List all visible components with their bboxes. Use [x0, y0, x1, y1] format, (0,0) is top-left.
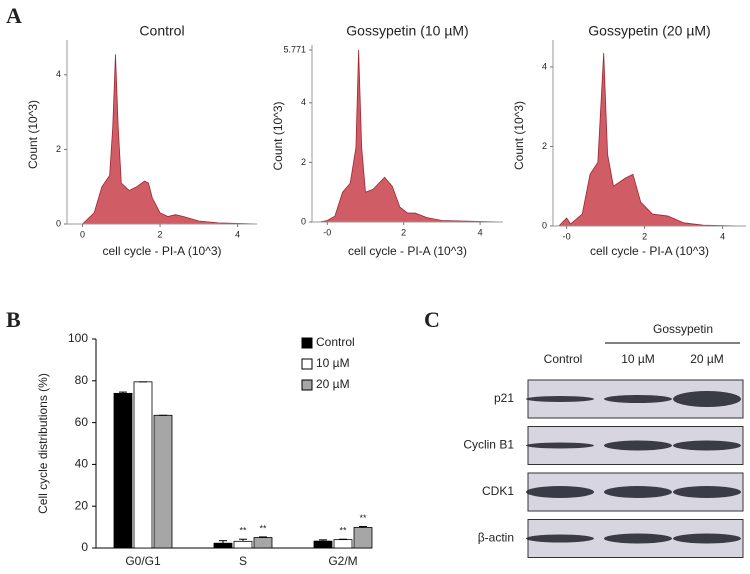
- y-tick-label: 2: [56, 144, 61, 154]
- bar: [253, 537, 273, 549]
- x-tick-label: 0: [80, 229, 85, 239]
- band: [673, 533, 741, 544]
- bar: [113, 392, 133, 549]
- y-axis-label: Count (10^3): [26, 100, 40, 169]
- y-tick-label: 20: [75, 498, 89, 512]
- chart-title: Control: [139, 23, 184, 39]
- bar: [353, 527, 373, 549]
- row-label: CDK1: [482, 484, 514, 498]
- y-axis-label: Cell cycle distributions (%): [36, 373, 50, 514]
- y-tick-label: 0: [81, 540, 88, 554]
- legend-label: 10 µM: [316, 356, 350, 370]
- legend-swatch: [301, 379, 313, 391]
- x-axis-label: cell cycle - PI-A (10^3): [103, 244, 222, 258]
- band: [673, 440, 741, 451]
- legend-label: 20 µM: [316, 377, 350, 391]
- significance: **: [339, 526, 347, 536]
- x-axis-label: cell cycle - PI-A (10^3): [348, 244, 467, 258]
- x-tick-label: 4: [235, 229, 240, 239]
- significance: **: [239, 526, 247, 536]
- y-axis-label: Count (10^3): [512, 101, 526, 170]
- row-label: p21: [494, 391, 514, 405]
- group-label: Gossypetin: [653, 322, 713, 336]
- histogram-area: [557, 52, 743, 227]
- bar: [133, 381, 153, 549]
- x-tick-label: -0: [563, 231, 571, 241]
- bar: [233, 540, 253, 549]
- chart-title: Gossypetin (10 µM): [346, 23, 468, 39]
- band: [673, 391, 741, 407]
- x-tick-label: 4: [478, 227, 483, 237]
- band: [526, 442, 594, 449]
- lane-label: 20 µM: [690, 352, 724, 366]
- x-tick-label: G2/M: [328, 554, 357, 568]
- y-tick-label: 4: [56, 69, 61, 79]
- row-label: β-actin: [478, 531, 514, 545]
- lane-label: Control: [544, 352, 583, 366]
- y-tick-label: 60: [75, 415, 89, 429]
- histogram-area: [319, 49, 504, 223]
- significance: **: [259, 523, 267, 533]
- band: [526, 486, 594, 498]
- lane-label: 10 µM: [621, 352, 655, 366]
- band: [673, 486, 741, 498]
- y-tick-label: 100: [68, 331, 88, 345]
- x-tick-label: G0/G1: [125, 554, 161, 568]
- y-tick-label: 4: [301, 97, 306, 107]
- bar: [333, 539, 353, 549]
- y-tick-label: 0: [542, 220, 547, 230]
- panel-label: B: [6, 307, 21, 332]
- x-axis-label: cell cycle - PI-A (10^3): [590, 244, 709, 258]
- legend-label: Control: [316, 335, 355, 349]
- band: [526, 396, 594, 402]
- y-tick-label: 4: [542, 61, 547, 71]
- x-tick-label: 2: [401, 227, 406, 237]
- bar: [153, 414, 173, 549]
- legend-swatch: [301, 337, 313, 349]
- y-tick-label: 5.771: [283, 44, 306, 54]
- band: [526, 534, 594, 543]
- band: [604, 440, 672, 451]
- bar: [313, 540, 333, 549]
- panel-label: A: [6, 3, 22, 28]
- y-tick-label: 0: [56, 218, 61, 228]
- band: [604, 486, 672, 498]
- row-label: Cyclin B1: [463, 438, 514, 452]
- x-tick-label: 4: [720, 231, 725, 241]
- legend-swatch: [301, 358, 313, 370]
- panel-label: C: [424, 307, 440, 332]
- chart-title: Gossypetin (20 µM): [588, 23, 710, 39]
- histogram-area: [81, 54, 258, 225]
- y-axis-label: Count (10^3): [271, 101, 285, 170]
- band: [604, 533, 672, 544]
- x-tick-label: S: [239, 554, 247, 568]
- x-tick-label: 2: [158, 229, 163, 239]
- bar: [213, 542, 233, 549]
- x-tick-label: 2: [642, 231, 647, 241]
- y-tick-label: 0: [301, 216, 306, 226]
- significance: **: [359, 513, 367, 523]
- y-tick-label: 2: [301, 157, 306, 167]
- x-tick-label: -0: [323, 227, 331, 237]
- y-tick-label: 40: [75, 457, 89, 471]
- y-tick-label: 80: [75, 373, 89, 387]
- y-tick-label: 2: [542, 141, 547, 151]
- band: [604, 395, 672, 403]
